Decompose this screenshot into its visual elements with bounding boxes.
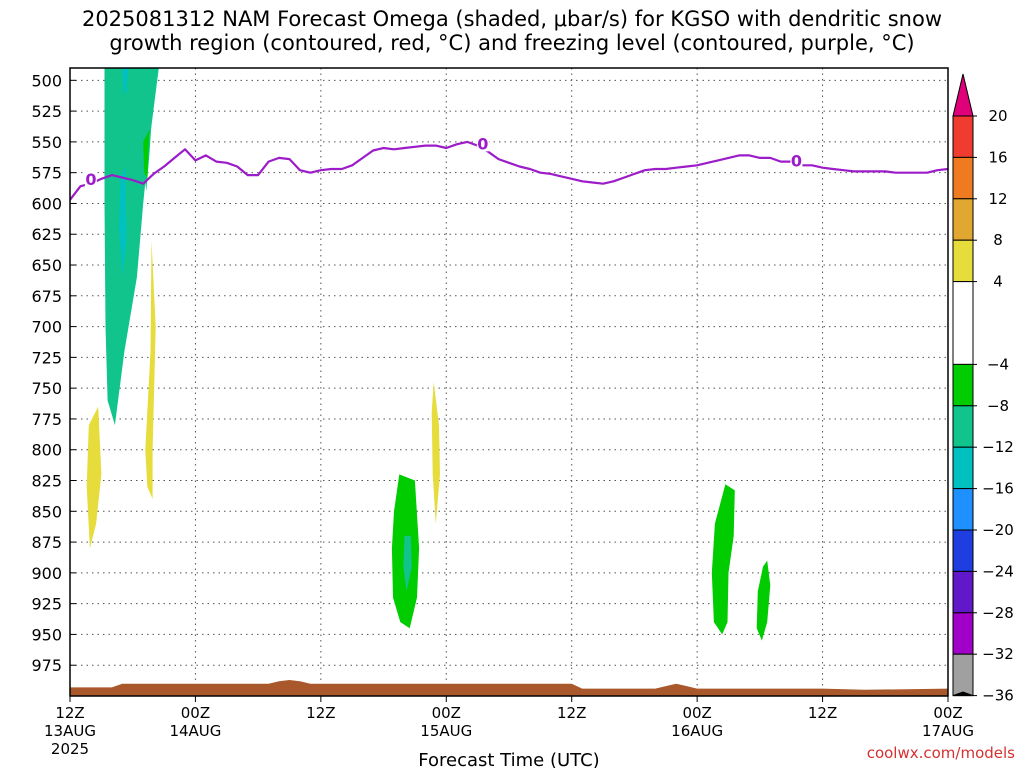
colorbar-band-6: [952, 363, 974, 407]
contour-label-1: 0: [477, 134, 488, 153]
colorbar-band-9: [952, 488, 974, 531]
y-tick-label-575: 575: [31, 164, 62, 183]
plot-frame: [69, 67, 949, 697]
x-tick-label-date-84: 17AUG: [922, 722, 974, 740]
colorbar-top-triangle: [952, 73, 974, 117]
y-tick-label-850: 850: [31, 502, 62, 521]
colorbar-tick-label--20: −20: [982, 521, 1014, 539]
y-tick-label-550: 550: [31, 133, 62, 152]
chart-title-line-1: 2025081312 NAM Forecast Omega (shaded, μ…: [82, 7, 942, 31]
omega-region-7: [431, 382, 440, 524]
chart-title-line-2: growth region (contoured, red, °C) and f…: [109, 31, 914, 55]
colorbar: 20 16 12 8 4 −4 −8 −12 −16 −20 −24 −28 −32 −36: [952, 73, 1014, 705]
colorbar-tick-label--32: −32: [982, 645, 1014, 663]
plot-area: 0 0 0: [69, 67, 949, 697]
colorbar-band-1: [952, 115, 974, 158]
x-tick-label-date-60: 16AUG: [671, 722, 723, 740]
x-tick-label-time-84: 00Z: [933, 704, 962, 722]
colorbar-tick-label--8: −8: [987, 397, 1009, 415]
omega-region-11: [756, 560, 771, 641]
y-tick-label-825: 825: [31, 472, 62, 491]
omega-shading: [86, 68, 771, 641]
colorbar-tick-label-16: 16: [988, 148, 1007, 166]
colorbar-band-13: [952, 653, 974, 697]
x-axis-title: Forecast Time (UTC): [418, 750, 599, 768]
y-axis: 500 525 550 575 600 625 650 675 700 725 750 775 800 8…: [31, 71, 76, 675]
y-tick-label-675: 675: [31, 287, 62, 306]
y-tick-label-875: 875: [31, 533, 62, 552]
colorbar-band-5: [952, 281, 974, 365]
omega-region-5: [86, 406, 102, 549]
site-credit: coolwx.com/models: [867, 744, 1015, 762]
colorbar-band-2: [952, 156, 974, 200]
omega-region-6: [145, 240, 156, 499]
colorbar-bottom-triangle: [952, 691, 974, 697]
y-tick-label-600: 600: [31, 194, 62, 213]
colorbar-band-8: [952, 446, 974, 490]
colorbar-tick-label-4: 4: [993, 273, 1003, 291]
omega-region-3: [119, 166, 127, 278]
omega-region-2: [122, 68, 129, 93]
y-tick-label-975: 975: [31, 656, 62, 675]
y-tick-label-750: 750: [31, 379, 62, 398]
colorbar-tick-label--24: −24: [982, 562, 1014, 580]
x-tick-label-year-0: 2025: [51, 740, 89, 758]
x-tick-label-date-36: 15AUG: [420, 722, 472, 740]
x-tick-label-time-12: 00Z: [181, 704, 210, 722]
colorbar-tick-label-12: 12: [988, 190, 1007, 208]
colorbar-tick-label--12: −12: [982, 438, 1014, 456]
y-tick-label-900: 900: [31, 564, 62, 583]
x-tick-label-time-36: 00Z: [432, 704, 461, 722]
colorbar-tick-label-20: 20: [988, 107, 1007, 125]
colorbar-tick-label--4: −4: [987, 355, 1009, 373]
omega-region-9: [403, 535, 412, 592]
colorbar-tick-label-8: 8: [993, 231, 1003, 249]
y-tick-label-500: 500: [31, 71, 62, 90]
contour-label-bg-1: [476, 135, 489, 152]
contour-label-bg-2: [790, 152, 803, 169]
y-tick-label-925: 925: [31, 595, 62, 614]
colorbar-band-4: [952, 239, 974, 283]
colorbar-tick-label--28: −28: [982, 604, 1014, 622]
y-tick-label-725: 725: [31, 348, 62, 367]
x-tick-label-date-12: 14AUG: [169, 722, 221, 740]
x-tick-label-time-24: 12Z: [306, 704, 335, 722]
x-tick-label-time-0: 12Z: [55, 704, 84, 722]
colorbar-tick-label--16: −16: [982, 480, 1014, 498]
contour-label-bg-0: [84, 171, 97, 188]
x-tick-label-time-60: 00Z: [682, 704, 711, 722]
y-tick-label-700: 700: [31, 318, 62, 337]
grid: [70, 68, 948, 696]
colorbar-tick-label--36: −36: [982, 687, 1014, 705]
x-tick-label-date-0: 13AUG: [44, 722, 96, 740]
terrain: [70, 680, 948, 696]
x-tick-label-time-72: 12Z: [808, 704, 837, 722]
contour-label-0: 0: [85, 170, 96, 189]
y-tick-label-650: 650: [31, 256, 62, 275]
colorbar-band-3: [952, 198, 974, 241]
colorbar-band-12: [952, 612, 974, 655]
y-tick-label-775: 775: [31, 410, 62, 429]
omega-region-4: [143, 129, 150, 179]
y-tick-label-800: 800: [31, 441, 62, 460]
x-tick-label-time-48: 12Z: [557, 704, 586, 722]
y-tick-label-950: 950: [31, 625, 62, 644]
colorbar-band-11: [952, 570, 974, 614]
y-tick-label-625: 625: [31, 225, 62, 244]
terrain-fill: [70, 680, 948, 696]
contour-label-2: 0: [791, 152, 802, 171]
omega-region-10: [711, 484, 735, 635]
colorbar-band-10: [952, 529, 974, 572]
y-tick-label-525: 525: [31, 102, 62, 121]
colorbar-band-7: [952, 405, 974, 448]
contour-labels: 0 0 0: [84, 134, 803, 189]
